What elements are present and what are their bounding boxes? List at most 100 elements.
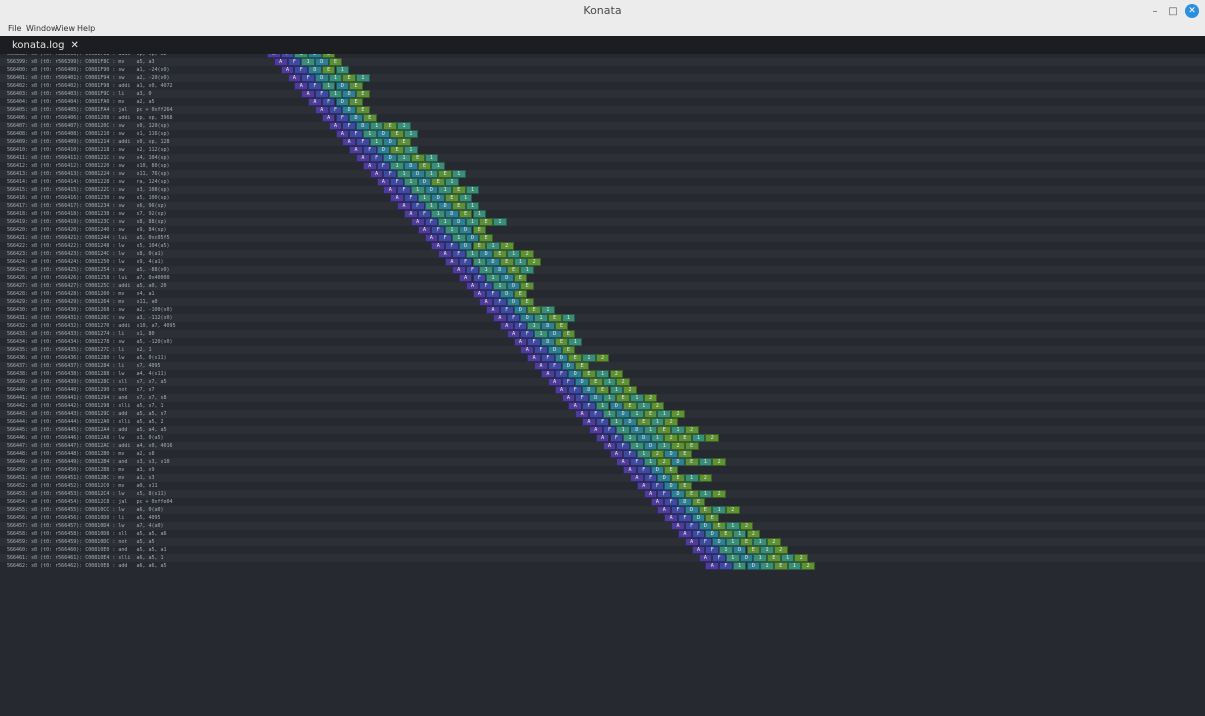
pipeline-stage[interactable]: 2 — [664, 434, 678, 442]
pipeline-stage[interactable]: 1 — [561, 314, 576, 322]
pipeline-stage[interactable]: F — [493, 298, 507, 306]
pipeline-stage[interactable]: A — [609, 450, 624, 458]
pipeline-stage[interactable]: A — [349, 146, 363, 154]
pipeline-stage[interactable]: E — [595, 386, 610, 394]
instruction-row[interactable]: 566460: s0 (t0: r566460): C00810E0 : and… — [0, 546, 1205, 554]
instruction-row[interactable]: 566417: s0 (t0: r566417): C0081234 : sw … — [0, 202, 1205, 210]
pipeline-stage[interactable]: F — [678, 514, 692, 522]
pipeline-stage[interactable]: 1 — [657, 442, 672, 450]
pipeline-stage[interactable]: F — [451, 250, 466, 258]
instruction-row[interactable]: 566449: s0 (t0: r566449): C00812B4 : and… — [0, 458, 1205, 466]
pipeline-stage[interactable]: E — [773, 562, 788, 570]
instruction-row[interactable]: 566406: s0 (t0: r566406): C0081208 : add… — [0, 114, 1205, 122]
pipeline-stage[interactable]: E — [554, 322, 569, 330]
pipeline-stage[interactable]: 1 — [417, 194, 432, 202]
pipeline-stage[interactable]: F — [410, 202, 425, 210]
pipeline-stage[interactable]: D — [575, 378, 589, 386]
pipeline-stage[interactable]: E — [349, 82, 363, 90]
pipeline-stage[interactable]: A — [616, 458, 631, 466]
pipeline-stage[interactable]: 1 — [321, 82, 336, 90]
pipeline-stage[interactable]: 1 — [671, 426, 685, 434]
pipeline-stage[interactable]: F — [376, 162, 391, 170]
instruction-row[interactable]: 566459: s0 (t0: r566459): C00810DC : not… — [0, 538, 1205, 546]
pipeline-stage[interactable]: 2 — [725, 506, 740, 514]
instruction-row[interactable]: 566412: s0 (t0: r566412): C0081220 : sw … — [0, 162, 1205, 170]
pipeline-stage[interactable]: 2 — [712, 490, 726, 498]
instruction-row[interactable]: 566403: s0 (t0: r566403): C0081F9C : li … — [0, 90, 1205, 98]
pipeline-stage[interactable]: F — [698, 538, 713, 546]
pipeline-stage[interactable]: 1 — [684, 474, 699, 482]
pipeline-stage[interactable]: 1 — [472, 210, 487, 218]
pipeline-stage[interactable]: 1 — [541, 306, 555, 314]
pipeline-stage[interactable]: E — [390, 130, 404, 138]
pipeline-stage[interactable]: 1 — [643, 426, 658, 434]
pipeline-stage[interactable]: D — [664, 450, 678, 458]
pipeline-stage[interactable]: F — [513, 322, 528, 330]
pipeline-stage[interactable]: 2 — [520, 250, 535, 258]
pipeline-view[interactable]: 566398: s0 (t0: r566398): C0081F88 : add… — [0, 54, 1205, 716]
pipeline-stage[interactable]: 1 — [650, 434, 665, 442]
instruction-row[interactable]: 566453: s0 (t0: r566453): C00812C4 : lw … — [0, 490, 1205, 498]
pipeline-stage[interactable]: D — [308, 66, 322, 74]
pipeline-stage[interactable]: E — [623, 402, 637, 410]
pipeline-stage[interactable]: A — [588, 426, 603, 434]
pipeline-stage[interactable]: 1 — [698, 490, 713, 498]
pipeline-stage[interactable]: D — [547, 346, 562, 354]
pipeline-stage[interactable]: E — [684, 490, 699, 498]
instruction-row[interactable]: 566445: s0 (t0: r566445): C00812A4 : add… — [0, 426, 1205, 434]
pipeline-stage[interactable]: E — [362, 114, 377, 122]
pipeline-stage[interactable]: E — [671, 474, 685, 482]
pipeline-stage[interactable]: 1 — [458, 194, 473, 202]
pipeline-stage[interactable]: 1 — [630, 442, 644, 450]
pipeline-stage[interactable]: E — [616, 394, 631, 402]
pipeline-stage[interactable]: 1 — [335, 66, 350, 74]
pipeline-stage[interactable]: 1 — [465, 250, 480, 258]
pipeline-stage[interactable]: D — [547, 330, 562, 338]
pipeline-stage[interactable]: 1 — [465, 186, 480, 194]
pipeline-stage[interactable]: E — [383, 122, 398, 130]
pipeline-stage[interactable]: E — [664, 466, 678, 474]
pipeline-stage[interactable]: 2 — [739, 522, 754, 530]
pipeline-stage[interactable]: 2 — [643, 394, 658, 402]
pipeline-stage[interactable]: D — [671, 490, 685, 498]
pipeline-stage[interactable]: D — [356, 122, 370, 130]
instruction-row[interactable]: 566399: s0 (t0: r566399): C0081F8C : mv … — [0, 58, 1205, 66]
pipeline-stage[interactable]: F — [486, 290, 500, 298]
pipeline-stage[interactable]: 1 — [636, 450, 651, 458]
pipeline-stage[interactable]: A — [362, 162, 377, 170]
pipeline-stage[interactable]: F — [287, 58, 302, 66]
pipeline-stage[interactable]: F — [568, 386, 583, 394]
pipeline-stage[interactable]: E — [643, 410, 658, 418]
pipeline-stage[interactable]: A — [451, 266, 466, 274]
instruction-row[interactable]: 566443: s0 (t0: r566443): C008129C : add… — [0, 410, 1205, 418]
pipeline-stage[interactable]: 2 — [650, 450, 665, 458]
pipeline-stage[interactable]: A — [705, 562, 720, 570]
pipeline-stage[interactable]: E — [493, 250, 507, 258]
pipeline-stage[interactable]: D — [568, 370, 583, 378]
pipeline-stage[interactable]: 1 — [486, 242, 500, 250]
pipeline-stage[interactable]: D — [678, 498, 692, 506]
pipeline-stage[interactable]: A — [287, 74, 302, 82]
pipeline-stage[interactable]: D — [335, 98, 350, 106]
pipeline-stage[interactable]: A — [561, 394, 576, 402]
instruction-row[interactable]: 566442: s0 (t0: r566442): C0081298 : sll… — [0, 402, 1205, 410]
pipeline-stage[interactable]: 2 — [684, 426, 699, 434]
pipeline-stage[interactable]: F — [705, 546, 720, 554]
pipeline-stage[interactable]: 1 — [445, 226, 459, 234]
pipeline-stage[interactable]: 1 — [424, 154, 439, 162]
pipeline-stage[interactable]: 1 — [595, 402, 610, 410]
instruction-row[interactable]: 566462: s0 (t0: r566462): C00810E8 : add… — [0, 562, 1205, 570]
pipeline-stage[interactable]: A — [390, 194, 404, 202]
pipeline-stage[interactable]: F — [499, 306, 514, 314]
pipeline-stage[interactable]: F — [314, 90, 329, 98]
pipeline-stage[interactable]: 1 — [328, 90, 343, 98]
pipeline-stage[interactable]: F — [445, 242, 459, 250]
pipeline-stage[interactable]: D — [308, 54, 322, 58]
pipeline-stage[interactable]: A — [308, 98, 322, 106]
pipeline-stage[interactable]: E — [458, 210, 473, 218]
pipeline-stage[interactable]: F — [308, 82, 322, 90]
pipeline-stage[interactable]: 1 — [479, 266, 494, 274]
pipeline-stage[interactable]: D — [465, 234, 480, 242]
pipeline-stage[interactable]: 1 — [657, 410, 672, 418]
pipeline-stage[interactable]: F — [664, 498, 678, 506]
